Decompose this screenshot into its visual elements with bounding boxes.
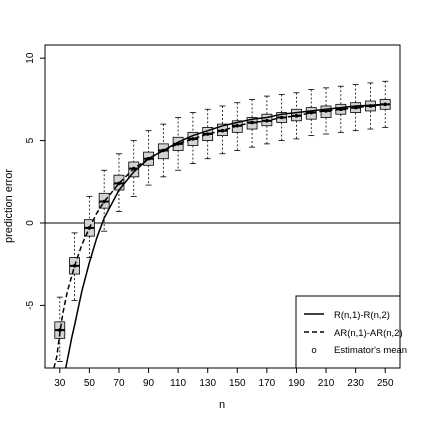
mean-points	[57, 102, 388, 332]
y-axis: -5 0 5 10	[25, 52, 45, 310]
x-tick-label: 70	[113, 378, 125, 389]
mean-point	[309, 110, 314, 115]
mean-point	[102, 199, 106, 204]
x-tick-label: 250	[377, 378, 394, 389]
y-tick-label: -5	[25, 301, 36, 310]
plot-area	[45, 80, 400, 368]
mean-point	[265, 119, 269, 123]
y-tick-label: 10	[25, 52, 36, 64]
mean-point	[220, 128, 225, 133]
legend-point-icon: o	[311, 345, 316, 356]
x-axis: 30 50 70 90 110 130 150 170 190 210 230 250	[54, 368, 394, 389]
x-tick-label: 30	[54, 378, 66, 389]
mean-point	[279, 115, 284, 120]
x-tick-label: 150	[229, 378, 246, 389]
x-tick-label: 210	[318, 378, 335, 389]
x-tick-label: 230	[347, 378, 364, 389]
mean-point	[339, 107, 343, 112]
x-tick-label: 90	[143, 378, 155, 389]
mean-point	[57, 328, 62, 332]
mean-point	[131, 166, 136, 171]
mean-point	[146, 156, 151, 161]
mean-point	[117, 181, 121, 186]
mean-point	[353, 105, 358, 110]
legend-label-r: R(n,1)-R(n,2)	[334, 310, 390, 321]
mean-point	[383, 102, 388, 107]
series-r-line	[64, 103, 386, 368]
mean-point	[191, 137, 195, 141]
x-axis-label: n	[219, 399, 225, 411]
mean-point	[324, 109, 328, 113]
series-ar-line	[53, 103, 386, 368]
mean-point	[368, 104, 373, 108]
y-tick-label: 0	[25, 220, 36, 226]
y-tick-label: 5	[25, 137, 36, 143]
mean-point	[205, 132, 210, 136]
x-tick-label: 110	[170, 378, 186, 389]
x-tick-label: 190	[288, 378, 305, 389]
x-tick-label: 170	[259, 378, 276, 389]
mean-point	[250, 120, 254, 125]
curves	[53, 103, 386, 368]
legend-label-mean: Estimator's mean	[334, 345, 407, 356]
y-axis-label: prediction error	[3, 169, 15, 243]
mean-point	[72, 264, 77, 268]
x-tick-label: 130	[199, 378, 216, 389]
mean-point	[235, 123, 240, 128]
mean-point	[294, 114, 299, 118]
mean-point	[176, 142, 180, 146]
plot-frame	[44, 44, 401, 369]
mean-point	[161, 148, 166, 153]
x-tick-label: 50	[84, 378, 96, 389]
legend-label-ar: AR(n,1)-AR(n,2)	[334, 328, 403, 339]
legend: R(n,1)-R(n,2) AR(n,1)-AR(n,2) o Estimato…	[295, 295, 407, 369]
mean-point	[87, 226, 92, 230]
